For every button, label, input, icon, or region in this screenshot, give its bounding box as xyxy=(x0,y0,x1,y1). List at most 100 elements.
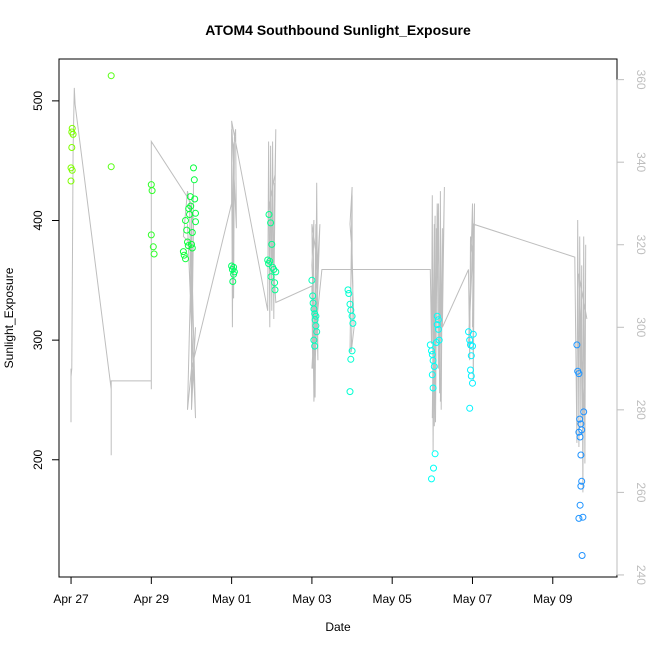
data-point xyxy=(67,177,75,185)
data-point xyxy=(580,408,588,416)
data-point xyxy=(271,286,279,294)
y-axis-right: 240 260 280 300 320 340 360 xyxy=(616,70,648,585)
data-point xyxy=(434,325,442,333)
data-point xyxy=(308,276,316,284)
data-point xyxy=(573,341,581,349)
data-point xyxy=(434,316,442,324)
data-point xyxy=(576,415,584,423)
data-point xyxy=(349,319,357,327)
x-tick-label: May 09 xyxy=(533,592,573,606)
data-point xyxy=(272,268,280,276)
data-point xyxy=(68,166,76,174)
data-point xyxy=(466,336,474,344)
data-point xyxy=(309,292,317,300)
data-point xyxy=(191,195,199,203)
data-point xyxy=(430,464,437,472)
data-point xyxy=(266,257,274,265)
data-point xyxy=(182,255,189,263)
data-point xyxy=(312,312,320,320)
y2-tick-label: 360 xyxy=(634,70,648,90)
data-point xyxy=(310,305,318,313)
data-point xyxy=(313,328,321,336)
data-point xyxy=(428,347,435,355)
y2-tick-label: 240 xyxy=(634,565,648,585)
x-tick-label: May 01 xyxy=(212,592,252,606)
data-point xyxy=(577,451,585,459)
data-point xyxy=(469,379,476,387)
plot-frame xyxy=(58,58,618,578)
data-point xyxy=(578,477,586,485)
series-line xyxy=(70,87,588,493)
data-point xyxy=(229,278,237,285)
data-point xyxy=(267,219,275,227)
data-point xyxy=(348,347,356,355)
x-tick-label: May 07 xyxy=(453,592,493,606)
data-point xyxy=(469,342,476,350)
data-point xyxy=(230,263,238,271)
y2-tick-label: 280 xyxy=(634,400,648,420)
data-point xyxy=(192,209,199,217)
data-point xyxy=(428,371,436,379)
data-point xyxy=(429,384,437,392)
data-point xyxy=(183,226,191,234)
data-point xyxy=(311,342,319,350)
data-point xyxy=(575,428,583,436)
x-axis: Apr 27 Apr 29 May 01 May 03 May 05 May 07 May … xyxy=(53,576,573,606)
y-tick-label: 400 xyxy=(31,210,45,230)
data-point xyxy=(179,248,187,256)
data-point xyxy=(188,229,196,236)
data-point xyxy=(428,475,435,483)
data-point xyxy=(271,279,279,287)
chart-title: ATOM4 Southbound Sunlight_Exposure xyxy=(205,22,471,38)
y-axis-left: 200 300 400 500 xyxy=(31,91,60,470)
data-point xyxy=(344,286,352,294)
data-point xyxy=(190,176,198,184)
data-point xyxy=(265,211,273,218)
data-point xyxy=(579,513,587,521)
y2-tick-label: 340 xyxy=(634,152,648,172)
y-tick-label: 500 xyxy=(31,91,45,111)
data-point xyxy=(267,273,275,281)
data-point xyxy=(347,355,355,363)
data-point xyxy=(230,268,238,276)
data-point xyxy=(107,163,115,171)
data-point xyxy=(147,231,155,239)
data-point xyxy=(346,388,354,396)
y-tick-label: 200 xyxy=(31,449,45,469)
data-point xyxy=(435,336,443,344)
data-point xyxy=(578,552,586,559)
data-point xyxy=(180,251,188,259)
y2-tick-label: 320 xyxy=(634,235,648,255)
data-point xyxy=(188,244,196,252)
data-point xyxy=(575,370,583,378)
data-point xyxy=(576,433,584,441)
data-point xyxy=(68,144,76,151)
y-axis-label: Sunlight_Exposure xyxy=(2,267,16,368)
y2-tick-label: 260 xyxy=(634,482,648,502)
data-point xyxy=(430,363,438,370)
x-tick-label: Apr 29 xyxy=(134,592,170,606)
data-point xyxy=(69,130,77,138)
data-point xyxy=(469,330,477,338)
data-point xyxy=(431,450,439,458)
data-point xyxy=(575,514,583,522)
data-point xyxy=(188,240,195,248)
data-point xyxy=(149,243,157,251)
x-tick-label: May 05 xyxy=(373,592,413,606)
data-point xyxy=(576,501,584,509)
data-point xyxy=(150,250,158,258)
x-tick-label: May 03 xyxy=(292,592,332,606)
y-tick-label: 300 xyxy=(31,330,45,350)
data-point xyxy=(190,164,197,172)
data-point xyxy=(433,321,441,329)
data-point xyxy=(192,218,199,226)
data-point xyxy=(187,202,195,210)
data-point xyxy=(467,366,474,374)
data-point xyxy=(467,372,475,380)
y2-tick-label: 300 xyxy=(634,317,648,337)
points-layer xyxy=(67,72,588,559)
data-point xyxy=(433,312,441,320)
data-point xyxy=(268,240,276,248)
data-point xyxy=(345,290,353,297)
